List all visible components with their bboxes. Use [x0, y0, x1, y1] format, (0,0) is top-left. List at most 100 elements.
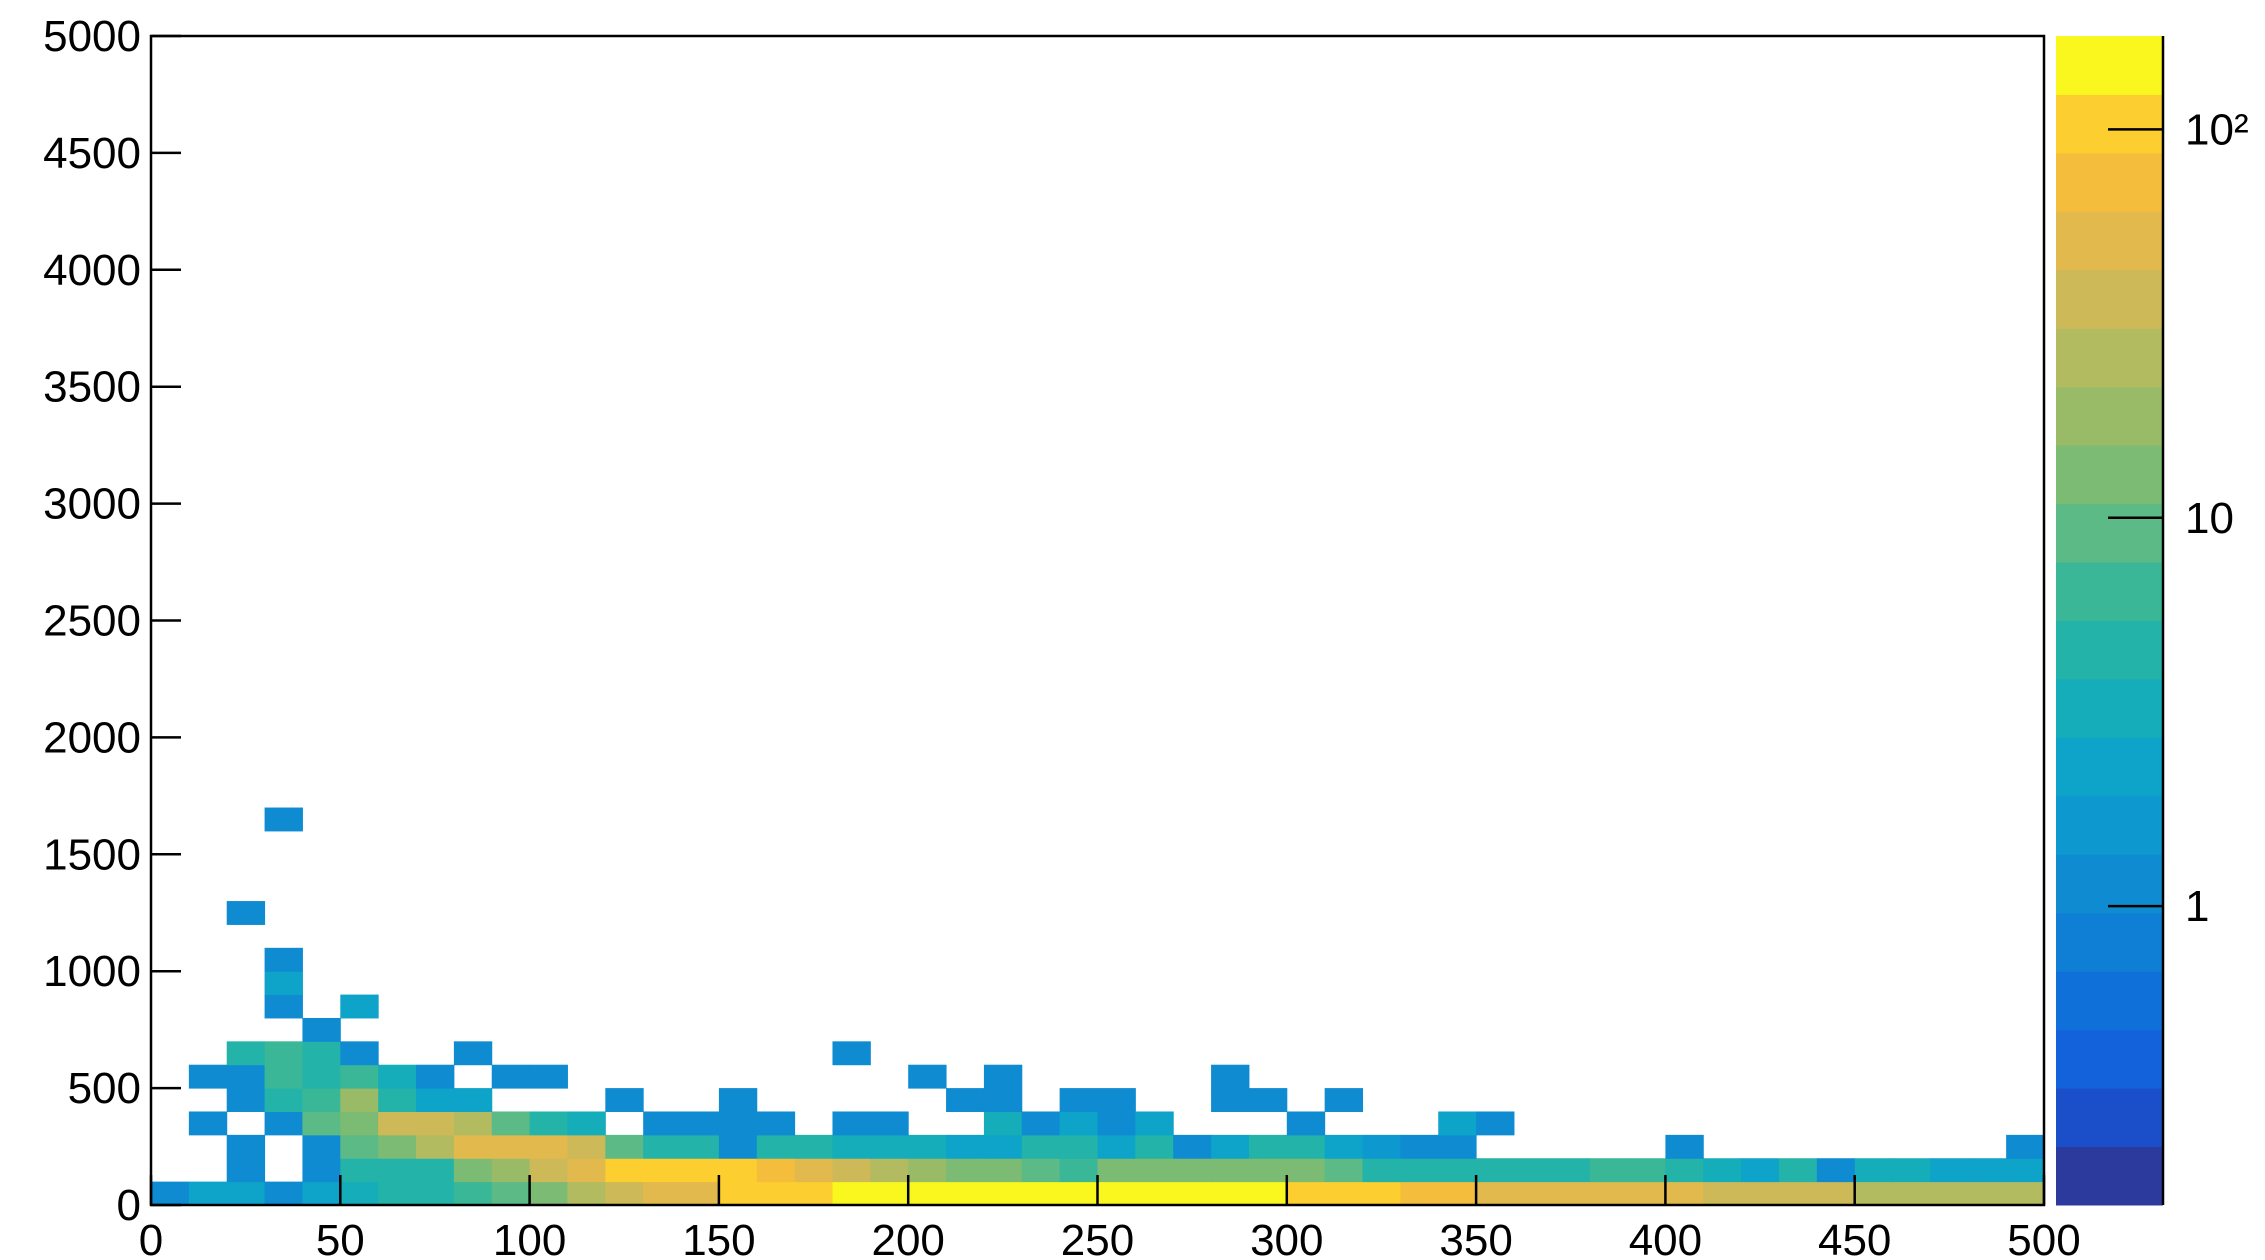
cell — [756, 1111, 796, 1136]
cell — [681, 1134, 720, 1159]
cell — [908, 1181, 947, 1206]
cell — [1135, 1111, 1174, 1136]
cell — [1135, 1134, 1174, 1159]
cell — [643, 1158, 682, 1183]
cell — [567, 1134, 606, 1159]
colorbar-band — [2056, 1088, 2163, 1148]
cell — [416, 1088, 455, 1112]
cell — [151, 1181, 190, 1206]
cell — [567, 1111, 606, 1136]
cell — [870, 1181, 909, 1206]
cell — [1248, 1158, 1288, 1183]
cell — [870, 1158, 909, 1183]
cell — [1362, 1134, 1401, 1159]
cell — [340, 1134, 379, 1159]
cell — [983, 1111, 1023, 1136]
cell — [1173, 1134, 1212, 1159]
cell — [264, 994, 303, 1019]
cell — [529, 1111, 568, 1136]
cell — [1854, 1181, 1894, 1206]
cell — [1778, 1181, 1818, 1206]
cell — [832, 1181, 871, 1206]
cell — [1930, 1181, 1969, 1206]
cell — [378, 1088, 417, 1112]
cell — [1438, 1111, 1477, 1136]
colorbar-band — [2056, 328, 2163, 388]
cell — [605, 1158, 644, 1183]
cell — [2006, 1181, 2045, 1206]
y-tick-label: 1000 — [43, 947, 141, 996]
plot-frame — [149, 34, 2046, 1207]
cell — [416, 1158, 455, 1183]
cell — [226, 1064, 266, 1089]
cell — [340, 1064, 379, 1089]
cell — [226, 1041, 266, 1066]
cell — [491, 1158, 531, 1183]
x-tick-label: 400 — [1629, 1216, 1702, 1260]
cell — [416, 1064, 455, 1089]
cell — [1627, 1181, 1666, 1206]
cell — [340, 1041, 379, 1066]
cell — [1211, 1158, 1250, 1183]
cell — [1778, 1158, 1818, 1183]
cell — [340, 1088, 379, 1112]
cell — [643, 1181, 682, 1206]
cell — [2006, 1134, 2045, 1159]
x-tick-label: 50 — [316, 1216, 365, 1260]
colorbar-band — [2056, 94, 2163, 154]
cell — [870, 1111, 909, 1136]
colorbar-band — [2056, 36, 2163, 95]
y-tick-label: 3500 — [43, 363, 141, 412]
cell — [1476, 1181, 1515, 1206]
colorbar-band — [2056, 678, 2163, 738]
cell — [264, 1181, 303, 1206]
cell — [491, 1181, 531, 1206]
colorbar-band — [2056, 620, 2163, 680]
x-tick-label: 450 — [1818, 1216, 1891, 1260]
cell — [756, 1181, 796, 1206]
cell — [1021, 1134, 1061, 1159]
cell — [567, 1158, 606, 1183]
cell — [946, 1134, 985, 1159]
cell — [1173, 1158, 1212, 1183]
x-tick-label: 250 — [1061, 1216, 1134, 1260]
cell — [264, 807, 303, 832]
cell — [1021, 1181, 1061, 1206]
cell — [718, 1088, 758, 1112]
cell — [453, 1134, 493, 1159]
cell — [529, 1064, 568, 1089]
y-tick-label: 4500 — [43, 129, 141, 178]
cell — [794, 1158, 833, 1183]
colorbar-band — [2056, 854, 2163, 914]
cell — [1286, 1158, 1326, 1183]
cell — [2006, 1158, 2045, 1183]
cell — [1324, 1181, 1364, 1206]
cell — [1551, 1158, 1591, 1183]
cell — [681, 1158, 720, 1183]
cell — [1513, 1181, 1553, 1206]
cell — [1854, 1158, 1894, 1183]
x-tick-label: 100 — [493, 1216, 566, 1260]
cell — [302, 1017, 341, 1042]
cell — [832, 1158, 871, 1183]
colorbar-band — [2056, 211, 2163, 271]
cell — [453, 1158, 493, 1183]
cell — [1059, 1111, 1098, 1136]
cell — [1400, 1134, 1439, 1159]
cell — [983, 1064, 1023, 1089]
cell — [1589, 1158, 1629, 1183]
cell — [1968, 1181, 2007, 1206]
cell — [491, 1064, 531, 1089]
cell — [1816, 1181, 1856, 1206]
colorbar-tick-label: 10 — [2185, 494, 2234, 543]
colorbar-band — [2056, 269, 2163, 329]
x-tick-label: 200 — [871, 1216, 944, 1260]
cell — [946, 1088, 985, 1112]
cell — [302, 1064, 341, 1089]
cell — [794, 1181, 833, 1206]
cell — [1135, 1158, 1174, 1183]
cell — [756, 1134, 796, 1159]
cell — [1059, 1134, 1098, 1159]
